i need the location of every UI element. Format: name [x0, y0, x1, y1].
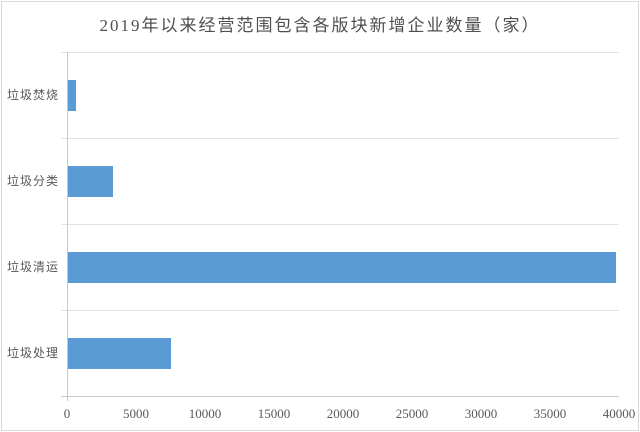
x-tick-label: 10000 — [188, 406, 222, 421]
x-tick-label: 30000 — [464, 406, 498, 421]
bar-垃圾处理 — [68, 338, 171, 369]
category-label: 垃圾清运 — [6, 260, 59, 274]
x-tick-label: 35000 — [533, 406, 567, 421]
y-axis-line — [67, 52, 68, 401]
category-separator-gridline — [61, 310, 619, 311]
x-tick-label: 5000 — [123, 406, 149, 421]
bar-垃圾焚烧 — [68, 80, 76, 111]
category-separator-gridline — [61, 224, 619, 225]
bar-垃圾清运 — [68, 252, 616, 283]
x-tick-label: 40000 — [602, 406, 636, 421]
category-label: 垃圾焚烧 — [6, 88, 59, 102]
chart-title: 2019年以来经营范围包含各版块新增企业数量（家） — [99, 16, 541, 35]
x-tick-label: 0 — [63, 406, 71, 421]
x-tick-label: 25000 — [395, 406, 429, 421]
category-separator-gridline — [61, 138, 619, 139]
plot-top-gridline — [61, 52, 619, 53]
bar-垃圾分类 — [68, 166, 113, 197]
x-axis-line — [61, 396, 619, 397]
x-tick-label: 20000 — [326, 406, 360, 421]
category-label: 垃圾处理 — [6, 346, 59, 360]
x-tick-label: 15000 — [257, 406, 291, 421]
category-label: 垃圾分类 — [6, 174, 59, 188]
